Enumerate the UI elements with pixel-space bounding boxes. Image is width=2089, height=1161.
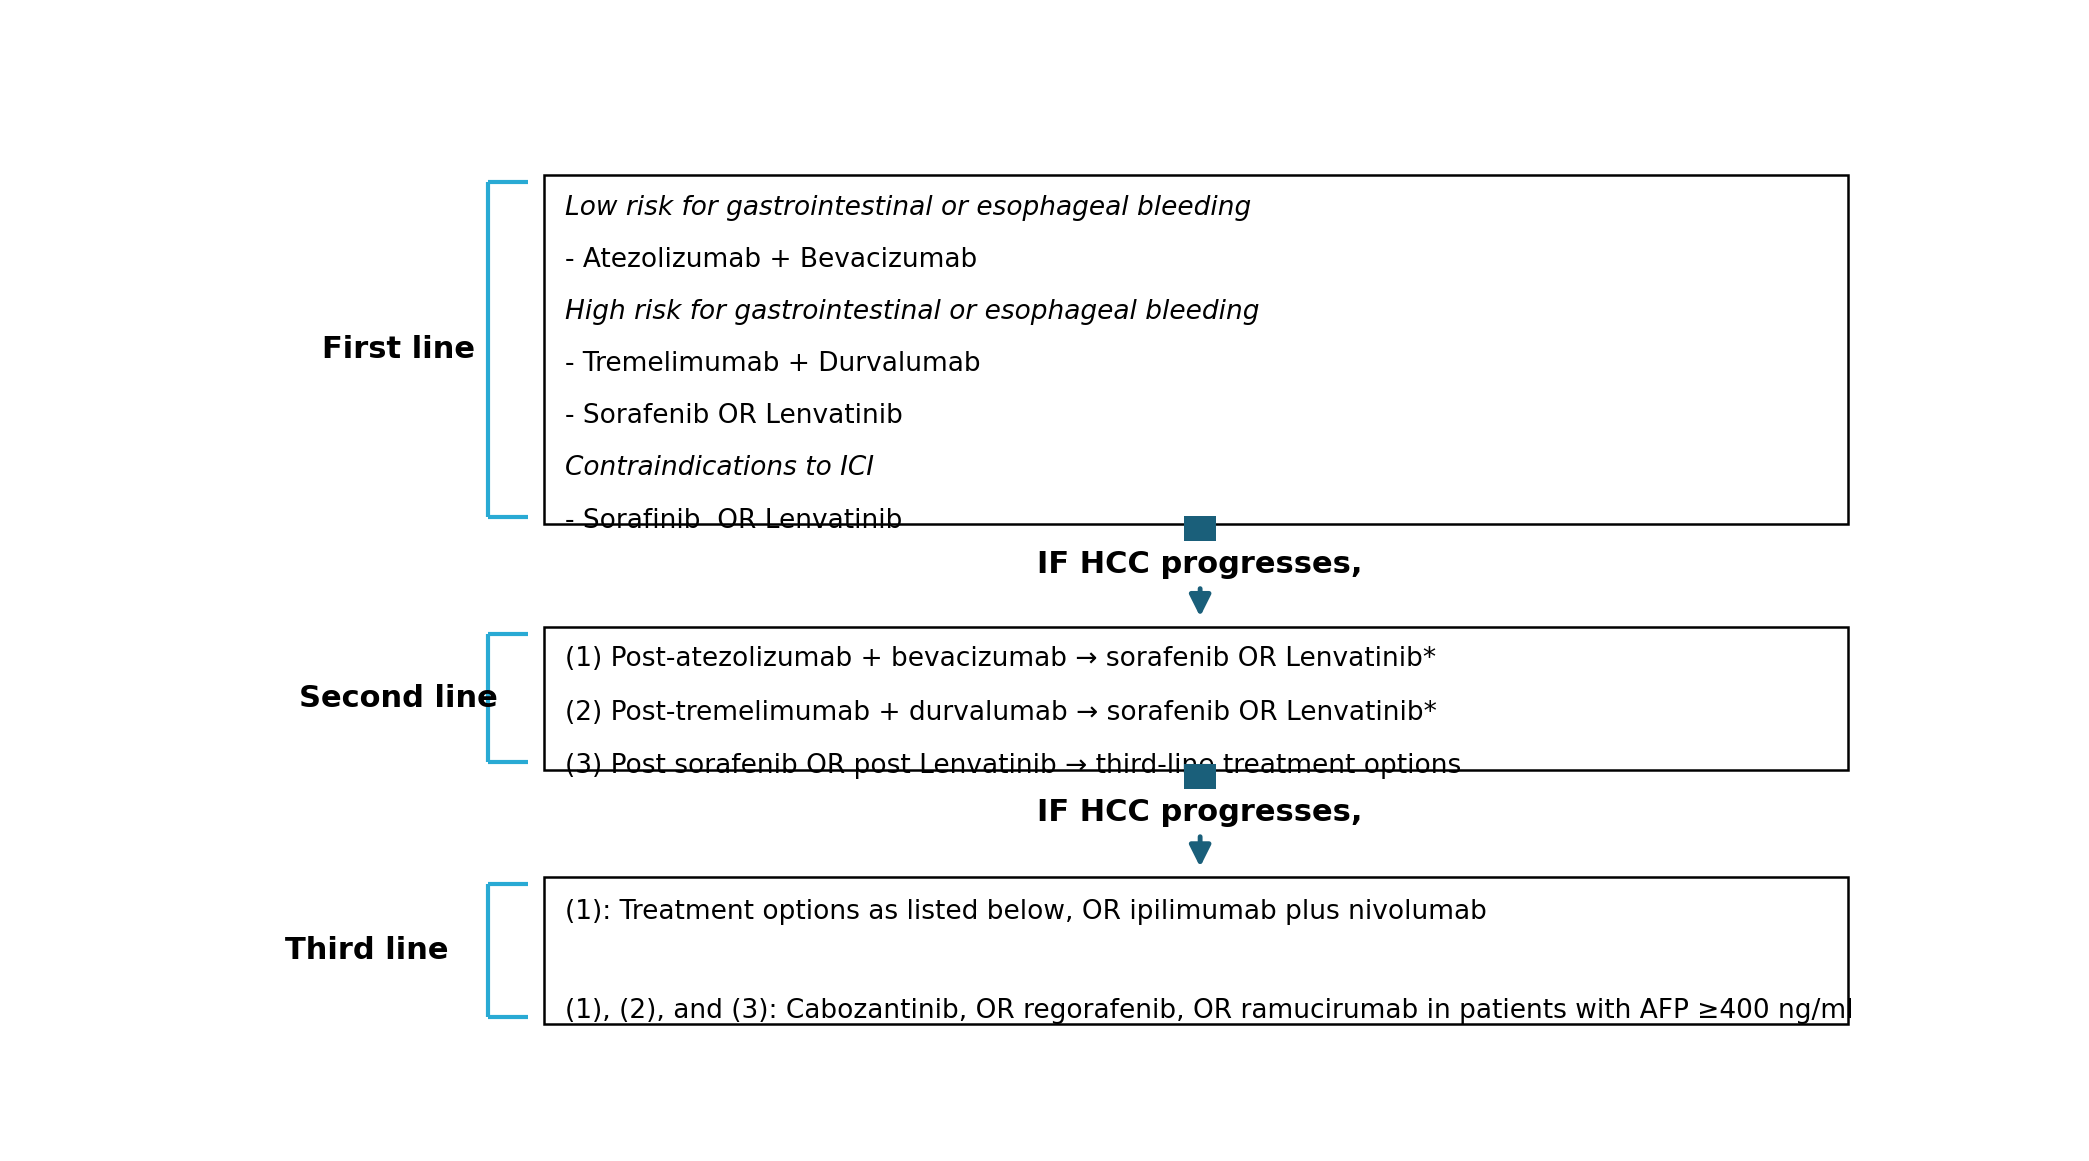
Text: (1), (2), and (3): Cabozantinib, OR regorafenib, OR ramucirumab in patients with: (1), (2), and (3): Cabozantinib, OR rego… xyxy=(566,998,1855,1024)
Text: (1) Post-atezolizumab + bevacizumab → sorafenib OR Lenvatinib*: (1) Post-atezolizumab + bevacizumab → so… xyxy=(566,647,1437,672)
Text: High risk for gastrointestinal or esophageal bleeding: High risk for gastrointestinal or esopha… xyxy=(566,300,1260,325)
Text: IF HCC progresses,: IF HCC progresses, xyxy=(1038,798,1362,827)
Text: Second line: Second line xyxy=(299,684,497,713)
Text: (2) Post-tremelimumab + durvalumab → sorafenib OR Lenvatinib*: (2) Post-tremelimumab + durvalumab → sor… xyxy=(566,700,1437,726)
FancyBboxPatch shape xyxy=(545,877,1849,1024)
Text: - Sorafenib OR Lenvatinib: - Sorafenib OR Lenvatinib xyxy=(566,403,902,430)
Text: Third line: Third line xyxy=(284,936,449,965)
FancyBboxPatch shape xyxy=(545,627,1849,770)
Text: - Atezolizumab + Bevacizumab: - Atezolizumab + Bevacizumab xyxy=(566,247,978,273)
Text: Contraindications to ICI: Contraindications to ICI xyxy=(566,455,875,482)
Text: (1): Treatment options as listed below, OR ipilimumab plus nivolumab: (1): Treatment options as listed below, … xyxy=(566,900,1487,925)
Text: - Sorafinib  OR Lenvatinib: - Sorafinib OR Lenvatinib xyxy=(566,507,902,534)
FancyBboxPatch shape xyxy=(1184,764,1216,789)
Text: IF HCC progresses,: IF HCC progresses, xyxy=(1038,550,1362,579)
Text: First line: First line xyxy=(322,334,474,363)
Text: - Tremelimumab + Durvalumab: - Tremelimumab + Durvalumab xyxy=(566,351,982,377)
Text: (3) Post sorafenib OR post Lenvatinib → third-line treatment options: (3) Post sorafenib OR post Lenvatinib → … xyxy=(566,753,1462,779)
FancyBboxPatch shape xyxy=(1184,517,1216,541)
Text: Low risk for gastrointestinal or esophageal bleeding: Low risk for gastrointestinal or esophag… xyxy=(566,195,1251,221)
FancyBboxPatch shape xyxy=(545,175,1849,524)
